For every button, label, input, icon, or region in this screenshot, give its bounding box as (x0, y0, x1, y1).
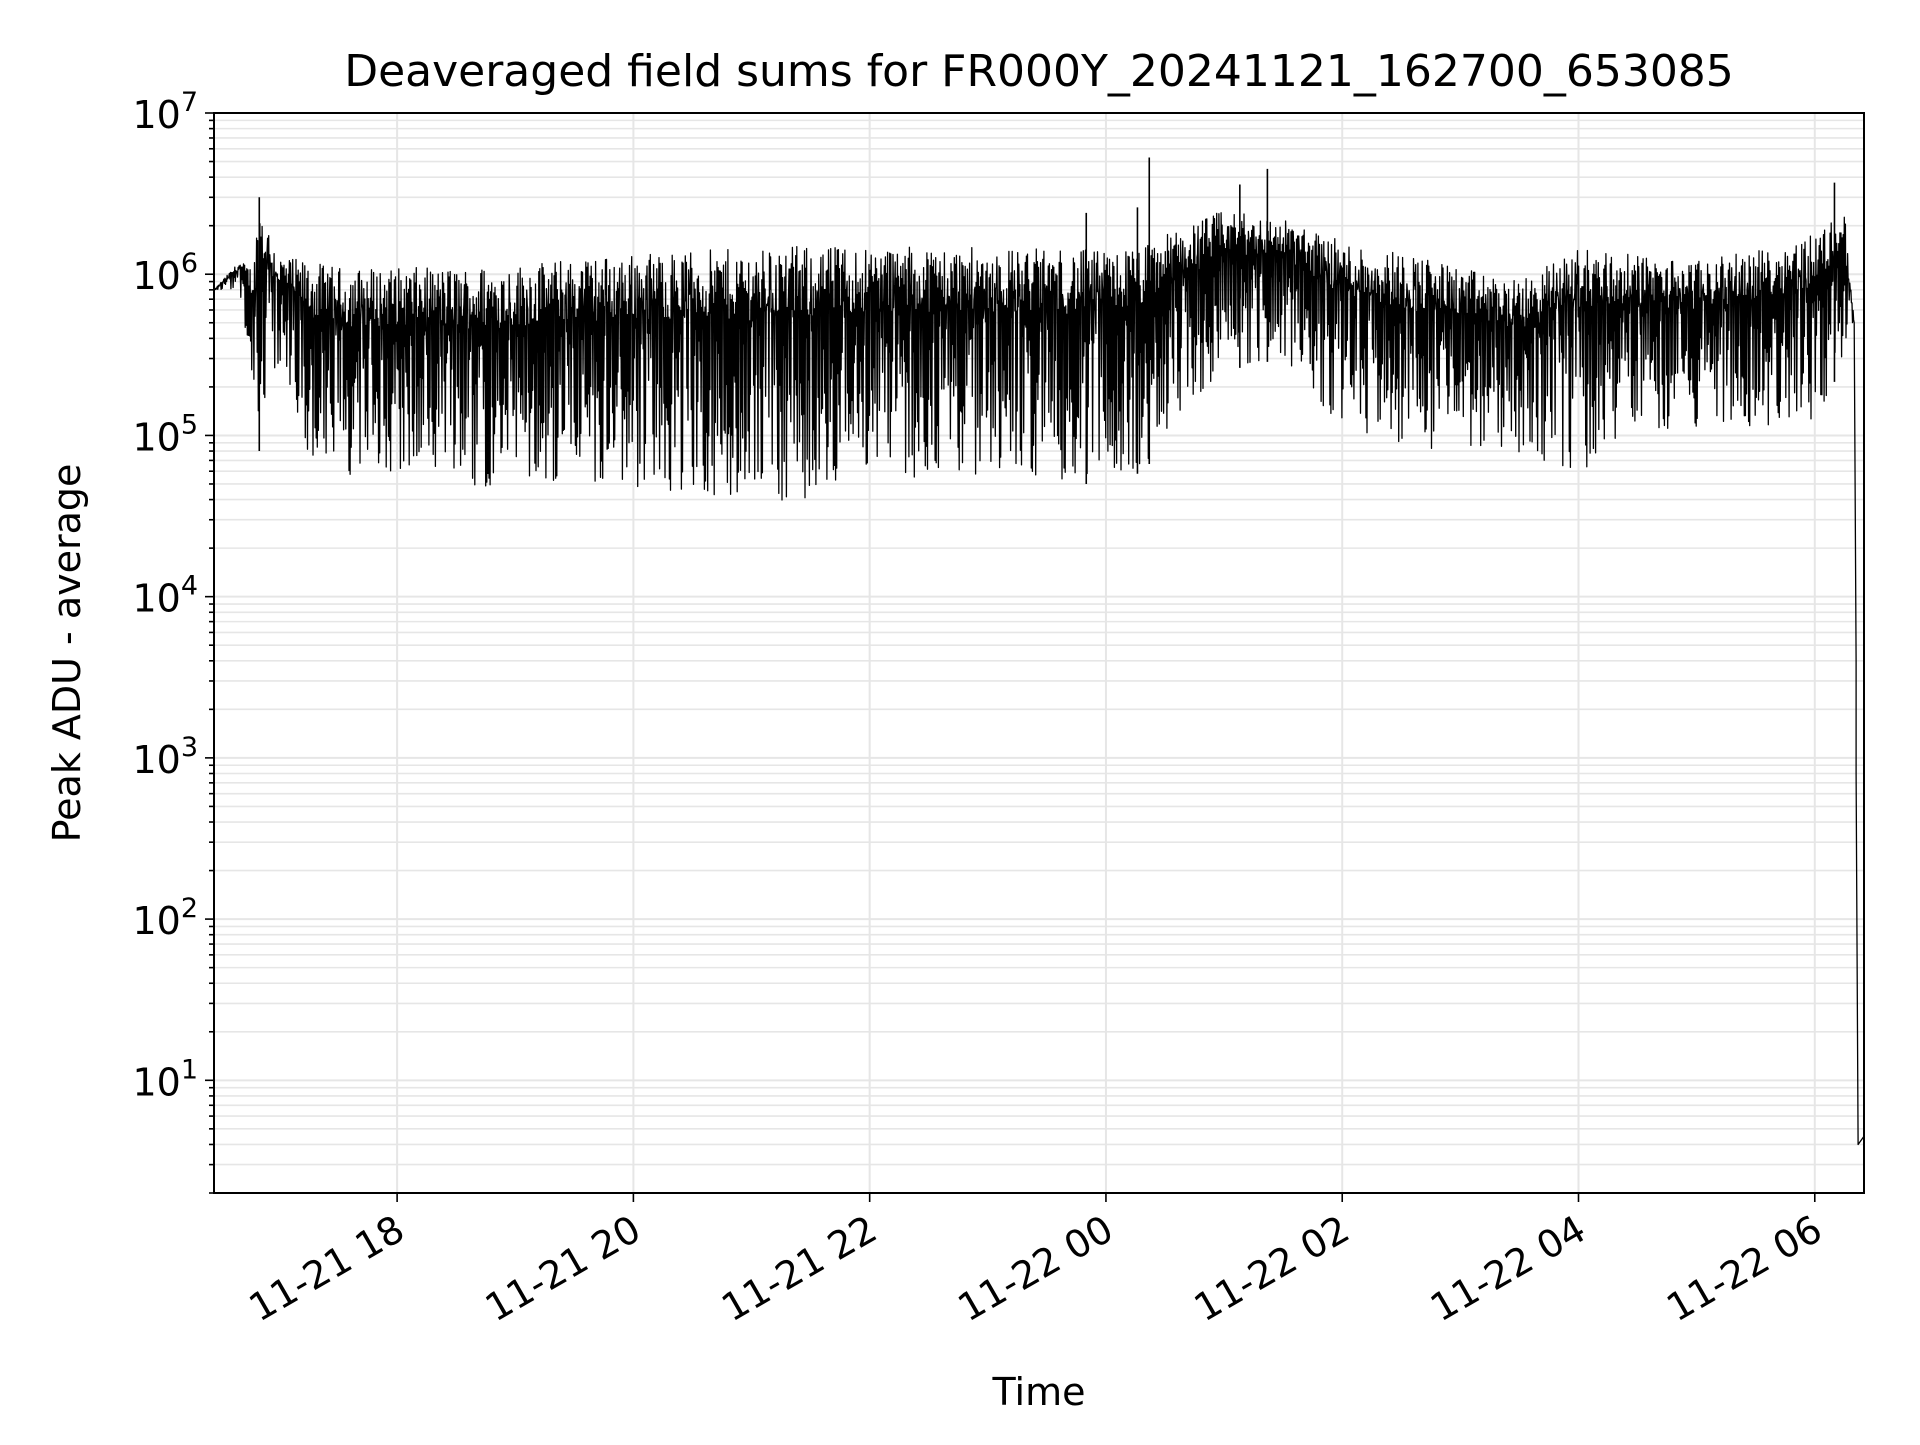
y-tick-label-exponent: 3 (181, 732, 198, 763)
y-tick-label-exponent: 7 (181, 87, 198, 118)
y-tick-label-base: 10 (132, 1060, 180, 1104)
y-tick-label-base: 10 (132, 254, 180, 298)
y-tick-label-base: 10 (132, 93, 180, 137)
y-tick-label-base: 10 (132, 577, 180, 621)
x-axis-label: Time (992, 1370, 1086, 1414)
data-layer (213, 157, 1865, 1146)
y-tick-label-exponent: 6 (181, 248, 198, 279)
y-tick-label-exponent: 1 (181, 1054, 198, 1085)
chart-title: Deaveraged field sums for FR000Y_2024112… (344, 46, 1734, 97)
y-tick-label: 101 (132, 1054, 198, 1104)
series-line (213, 212, 1865, 1146)
y-tick-label-exponent: 2 (181, 893, 198, 924)
y-tick-label-exponent: 4 (181, 571, 198, 602)
y-axis-label: Peak ADU - average (45, 464, 89, 843)
y-tick-label: 103 (132, 732, 198, 782)
y-tick-label: 107 (132, 87, 198, 137)
y-tick-label: 105 (132, 409, 198, 459)
y-tick-label-base: 10 (132, 415, 180, 459)
y-tick-label-base: 10 (132, 899, 180, 943)
y-tick-label-exponent: 5 (181, 409, 198, 440)
y-tick-label-base: 10 (132, 738, 180, 782)
y-tick-label: 102 (132, 893, 198, 943)
grid-layer (214, 112, 1864, 1194)
y-tick-label: 106 (132, 248, 198, 298)
y-tick-label: 104 (132, 571, 198, 621)
plot-frame (213, 112, 1865, 1194)
